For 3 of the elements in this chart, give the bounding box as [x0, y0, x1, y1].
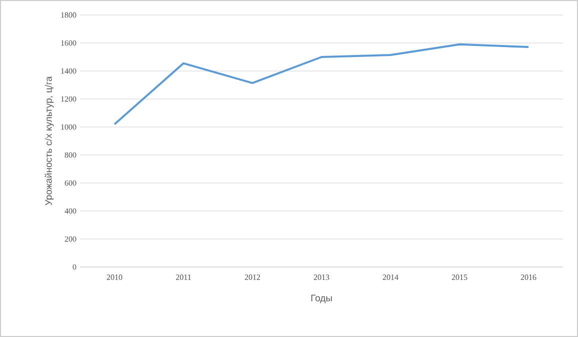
y-axis-title: Урожайность с/х культур, ц/га: [44, 76, 54, 206]
line-series: [114, 43, 530, 126]
x-axis-title: Годы: [311, 294, 332, 304]
